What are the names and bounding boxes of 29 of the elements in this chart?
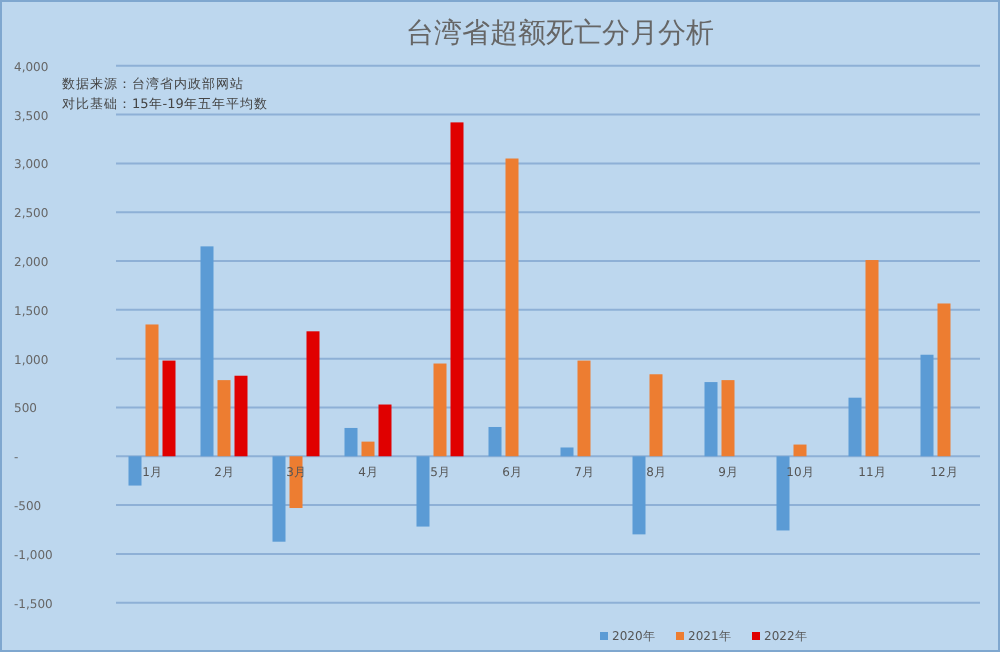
bar — [848, 397, 862, 457]
bar — [234, 375, 248, 457]
bar — [361, 441, 375, 457]
bar — [378, 404, 392, 457]
bar — [306, 331, 320, 457]
bar — [128, 456, 142, 486]
bar — [865, 260, 879, 457]
bar — [704, 382, 718, 457]
bar — [488, 426, 502, 457]
bar — [560, 447, 574, 457]
bar — [272, 456, 286, 542]
bar — [450, 122, 464, 457]
bar — [721, 380, 735, 457]
bar — [433, 363, 447, 457]
bar — [145, 324, 159, 457]
bar — [162, 360, 176, 457]
bar — [793, 444, 807, 457]
bar — [217, 380, 231, 457]
chart-title: 台湾省超额死亡分月分析 — [406, 18, 714, 50]
bar — [920, 354, 934, 457]
bar — [776, 456, 790, 531]
bar — [577, 360, 591, 457]
bar — [344, 427, 358, 457]
bar — [649, 374, 663, 457]
bar — [505, 158, 519, 457]
bar — [937, 303, 951, 457]
bar — [200, 246, 214, 457]
bar — [632, 456, 646, 535]
bar — [416, 456, 430, 527]
